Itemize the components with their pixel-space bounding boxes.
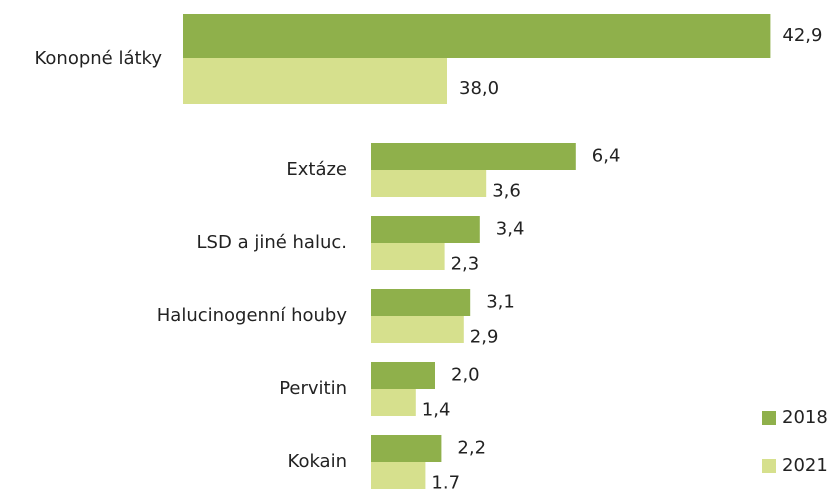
category-label: Konopné látky <box>35 48 163 69</box>
value-label: 2,2 <box>457 438 486 459</box>
bar <box>371 143 576 170</box>
value-label: 42,9 <box>782 25 822 46</box>
value-label: 3,6 <box>492 181 521 202</box>
value-label: 1.7 <box>431 473 460 489</box>
value-label: 1,4 <box>422 400 451 421</box>
legend-label: 2018 <box>782 407 828 428</box>
category-label: Kokain <box>288 451 347 472</box>
bar <box>371 170 487 197</box>
value-label: 6,4 <box>592 146 621 167</box>
category-label: Pervitin <box>279 378 347 399</box>
legend-label: 2021 <box>782 455 828 476</box>
value-label: 3,1 <box>486 292 515 313</box>
value-label: 2,3 <box>451 254 480 275</box>
bar <box>371 362 435 389</box>
value-label: 38,0 <box>459 78 499 99</box>
bar <box>183 58 447 104</box>
category-label: Halucinogenní houby <box>157 305 348 326</box>
legend-swatch <box>762 459 776 473</box>
category-label: LSD a jiné haluc. <box>197 232 347 253</box>
bar <box>371 289 471 316</box>
legend-swatch <box>762 411 776 425</box>
value-label: 2,0 <box>451 365 480 386</box>
category-label: Extáze <box>286 159 347 180</box>
bar <box>371 389 416 416</box>
bar <box>371 216 480 243</box>
bar <box>371 316 464 343</box>
bar <box>371 435 442 462</box>
bar <box>183 14 771 58</box>
value-label: 2,9 <box>470 327 499 348</box>
value-label: 3,4 <box>496 219 525 240</box>
bar <box>371 462 426 489</box>
bar <box>371 243 445 270</box>
